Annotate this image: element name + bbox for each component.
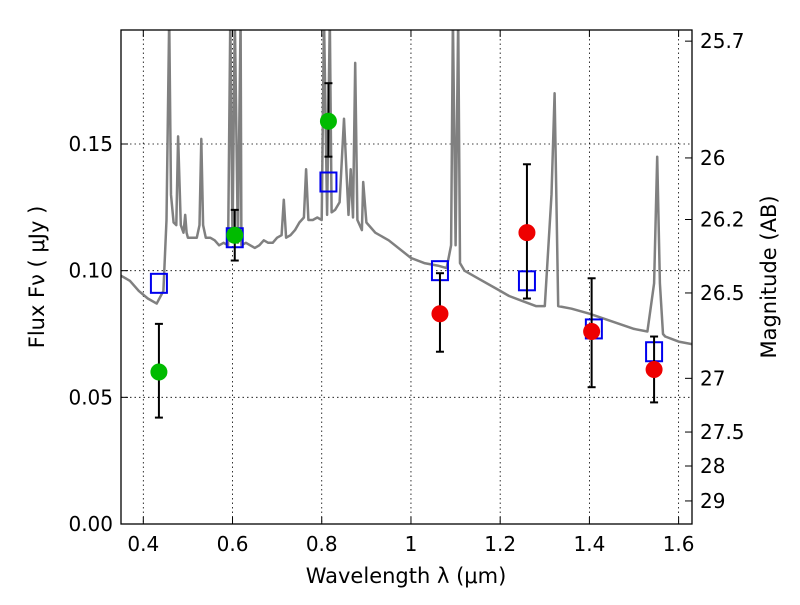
- right-axis-label: Magnitude (AB): [757, 195, 781, 358]
- right-tick-label: 26.5: [700, 281, 745, 305]
- y-axis-label: Flux Fν ( μJy ): [25, 206, 49, 349]
- x-tick-label: 1.4: [573, 532, 605, 556]
- right-tick-label: 26: [700, 146, 725, 170]
- tick-layer: 0.4 0.6 0.8 1 1.2 1.4 1.6 0.00 0.05 0.10 0.15 25.7 2…: [68, 29, 744, 556]
- grid: [121, 30, 692, 524]
- y-tick-label: 0.05: [68, 385, 113, 409]
- red-data-point: [583, 322, 601, 340]
- marker-layer: [149, 82, 664, 419]
- x-tick-label: 1.2: [484, 532, 516, 556]
- x-tick-label: 1: [405, 532, 418, 556]
- spectrum-layer: [121, 30, 692, 346]
- y-tick-label: 0.15: [68, 132, 113, 156]
- model-box-point: [149, 272, 168, 294]
- x-tick-label: 1.6: [663, 532, 695, 556]
- green-data-point: [150, 363, 168, 381]
- green-data-point: [226, 226, 244, 244]
- right-tick-label: 26.2: [700, 207, 745, 231]
- right-tick-label: 25.7: [700, 29, 745, 53]
- right-tick-label: 27: [700, 366, 725, 390]
- x-tick-label: 0.4: [127, 532, 159, 556]
- right-tick-label: 27.5: [700, 420, 745, 444]
- y-tick-label: 0.10: [68, 259, 113, 283]
- x-tick-label: 0.6: [217, 532, 249, 556]
- plot-frame: [120, 29, 693, 525]
- x-tick-label: 0.8: [306, 532, 338, 556]
- right-tick-label: 28: [700, 454, 725, 478]
- spectrum-line: [121, 30, 692, 346]
- x-axis-label: Wavelength λ (μm): [306, 564, 507, 588]
- model-box-point: [319, 171, 338, 193]
- right-tick-label: 29: [700, 489, 725, 513]
- red-data-point: [518, 224, 536, 242]
- red-data-point: [645, 360, 663, 378]
- green-data-point: [319, 112, 337, 130]
- red-data-point: [431, 305, 449, 323]
- y-tick-label: 0.00: [68, 512, 113, 536]
